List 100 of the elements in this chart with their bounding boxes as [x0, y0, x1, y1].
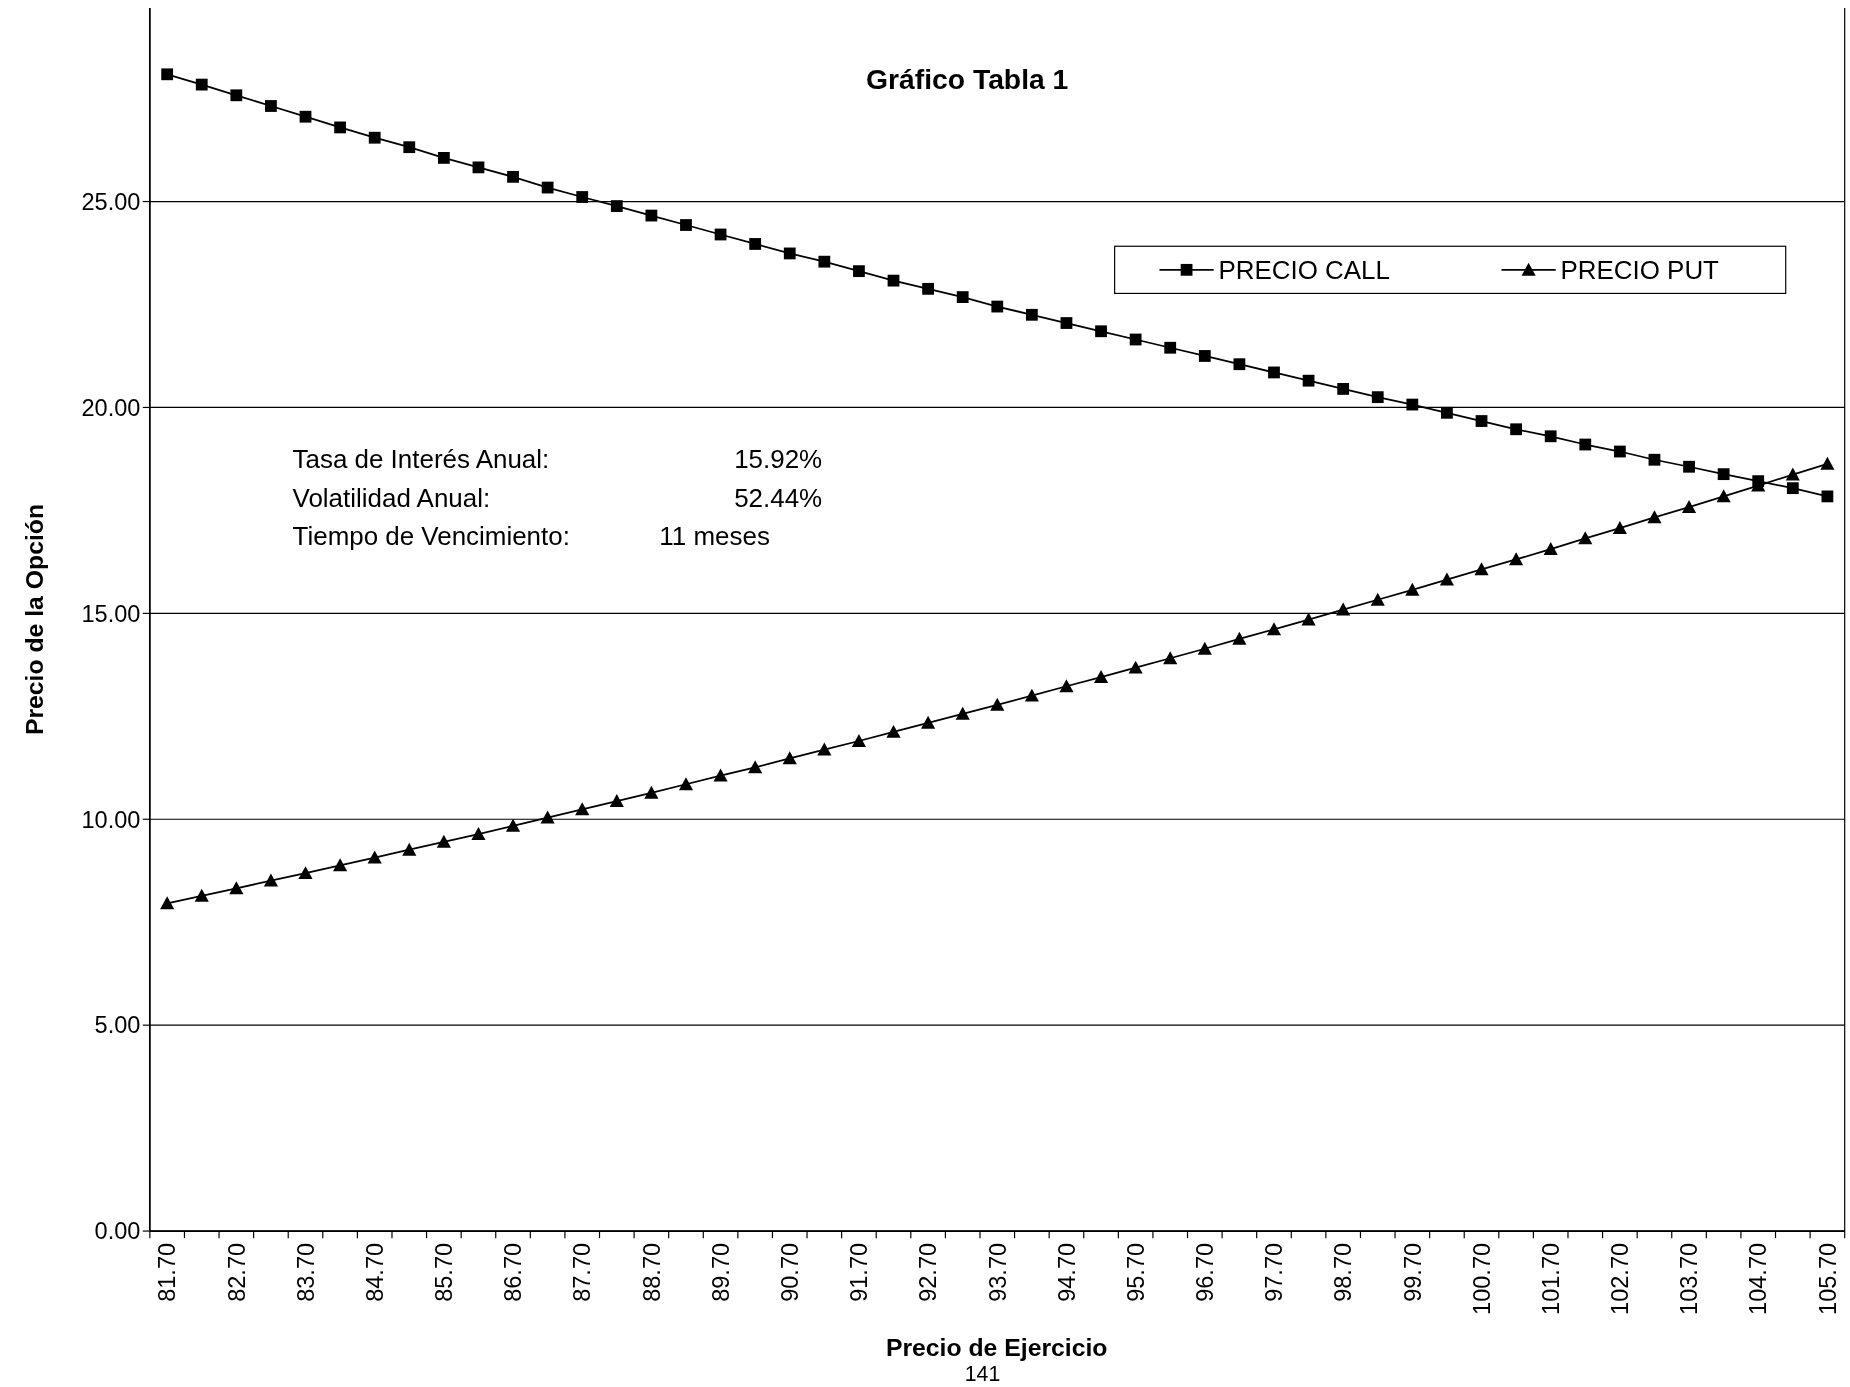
point	[299, 110, 312, 123]
point	[713, 768, 728, 782]
point	[1820, 456, 1835, 470]
x-tick-label: 104.70	[1745, 1242, 1772, 1315]
point	[1406, 398, 1419, 411]
point	[160, 896, 175, 910]
point	[1197, 641, 1212, 655]
y-tick-label: 0.00	[94, 1218, 141, 1245]
point	[921, 715, 936, 729]
y-tick-label: 25.00	[81, 188, 141, 215]
point	[437, 152, 450, 164]
point	[1337, 383, 1350, 395]
x-tick-label: 89.70	[707, 1242, 734, 1302]
point	[195, 78, 208, 91]
point	[403, 141, 416, 154]
x-tick-label: 103.70	[1676, 1242, 1703, 1315]
point	[1405, 582, 1420, 596]
y-axis-title: Precio de la Opción	[20, 503, 48, 736]
point	[1268, 366, 1280, 379]
point	[367, 850, 382, 864]
point	[644, 785, 659, 799]
x-tick-label: 95.70	[1122, 1242, 1149, 1302]
x-tick-label: 96.70	[1192, 1242, 1219, 1302]
annotation: 11 meses	[659, 522, 770, 551]
point	[368, 131, 381, 144]
point	[749, 238, 762, 250]
point	[471, 827, 486, 840]
x-tick-label: 100.70	[1468, 1242, 1495, 1315]
annotation: 52.44%	[734, 483, 823, 512]
annotation: Tasa de Interés Anual:	[292, 444, 550, 473]
point	[541, 181, 554, 194]
point	[1093, 670, 1109, 684]
point	[1579, 438, 1592, 451]
point	[1059, 679, 1074, 693]
point	[1128, 660, 1143, 674]
x-tick-label: 87.70	[569, 1242, 596, 1302]
x-tick-label: 85.70	[431, 1242, 458, 1302]
legend-label: PRECIO PUT	[1560, 255, 1720, 284]
point	[1613, 445, 1626, 458]
point	[194, 888, 209, 902]
x-tick-label: 84.70	[361, 1242, 388, 1302]
point	[1439, 572, 1454, 586]
point	[1441, 406, 1453, 419]
point	[922, 282, 934, 295]
y-tick-label: 15.00	[81, 600, 141, 627]
x-tick-label: 83.70	[292, 1242, 319, 1302]
point	[1232, 631, 1247, 645]
x-tick-label: 82.70	[223, 1242, 250, 1302]
point	[1371, 391, 1384, 404]
x-tick-label: 91.70	[846, 1242, 873, 1302]
point	[507, 170, 519, 183]
point	[505, 818, 521, 832]
x-tick-label: 105.70	[1814, 1242, 1841, 1315]
point	[1578, 531, 1593, 545]
point	[1024, 688, 1039, 702]
point	[783, 247, 796, 260]
point	[1510, 423, 1522, 436]
point	[1681, 500, 1697, 513]
annotation: Tiempo de Vencimiento:	[292, 522, 570, 551]
point	[436, 834, 451, 848]
point	[1647, 510, 1662, 524]
point	[782, 751, 797, 765]
point	[472, 161, 485, 174]
point	[678, 777, 694, 791]
point	[333, 858, 348, 872]
point	[1509, 552, 1524, 566]
legend-label: PRECIO CALL	[1218, 255, 1390, 284]
point	[853, 265, 865, 278]
annotation: 15.92%	[734, 444, 823, 473]
x-tick-label: 99.70	[1399, 1242, 1426, 1302]
x-tick-label: 81.70	[154, 1242, 181, 1302]
x-tick-label: 88.70	[638, 1242, 665, 1302]
y-tick-label: 20.00	[81, 394, 141, 421]
point	[851, 733, 866, 747]
point	[1648, 453, 1661, 466]
point	[1266, 622, 1282, 636]
text: 141	[964, 1362, 1001, 1386]
x-tick-label: 94.70	[1053, 1242, 1080, 1302]
point	[818, 255, 831, 268]
point	[1717, 468, 1730, 481]
point	[1233, 358, 1246, 371]
x-tick-label: 101.70	[1537, 1242, 1564, 1315]
point	[748, 760, 763, 774]
point	[1025, 308, 1038, 321]
point	[645, 209, 658, 222]
x-tick-label: 102.70	[1607, 1242, 1634, 1315]
point	[1164, 341, 1177, 354]
point	[265, 100, 277, 112]
point	[610, 200, 623, 212]
point	[575, 802, 590, 816]
point	[886, 724, 901, 738]
point	[991, 300, 1004, 313]
point	[1544, 430, 1557, 443]
x-tick-label: 93.70	[984, 1242, 1011, 1302]
x-tick-label: 86.70	[500, 1242, 527, 1302]
point	[1716, 489, 1731, 503]
point	[1060, 317, 1073, 329]
point	[1301, 612, 1316, 626]
point	[887, 274, 900, 287]
point	[990, 697, 1005, 711]
